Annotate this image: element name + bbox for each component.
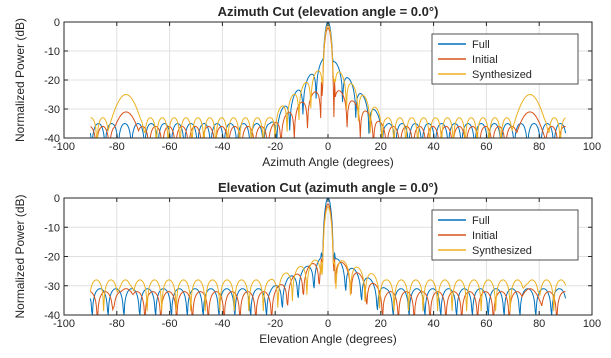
y-tick-label: -40 (44, 133, 60, 145)
x-tick-label: 20 (375, 318, 387, 330)
y-tick-label: -30 (44, 281, 60, 293)
y-tick-label: -30 (44, 104, 60, 116)
series-line-full (89, 22, 567, 138)
legend-label-synthesized: Synthesized (472, 69, 532, 81)
legend-label-initial: Initial (472, 54, 498, 66)
legend: Full Initial Synthesized (431, 209, 579, 261)
y-tick-label: -20 (44, 252, 60, 264)
subplot-elevation: -100 -80 -60 -40 -20 0 20 40 60 80 100-40-30-20-10… (13, 180, 601, 346)
legend-label-full: Full (472, 215, 490, 227)
x-tick-label: 60 (480, 141, 492, 153)
x-axis-label: Elevation Angle (degrees) (259, 332, 396, 346)
x-tick-label: -20 (267, 141, 283, 153)
chart-title: Azimuth Cut (elevation angle = 0.0°) (218, 4, 439, 19)
legend: Full Initial Synthesized (431, 33, 579, 85)
x-axis-label: Azimuth Angle (degrees) (262, 155, 393, 169)
y-tick-label: 0 (54, 17, 60, 29)
x-tick-label: 0 (325, 141, 331, 153)
x-tick-label: 80 (533, 318, 545, 330)
x-tick-label: 40 (427, 318, 439, 330)
x-tick-label: -100 (53, 318, 75, 330)
x-tick-label: -100 (53, 141, 75, 153)
x-tick-label: -20 (267, 318, 283, 330)
x-tick-label: -80 (109, 318, 125, 330)
series-line-full (89, 198, 567, 315)
legend-label-full: Full (472, 39, 490, 51)
x-tick-label: -80 (109, 141, 125, 153)
x-tick-label: -40 (214, 141, 230, 153)
y-tick-label: -10 (44, 222, 60, 234)
y-axis-label: Normalized Power (dB) (13, 18, 27, 142)
x-tick-label: 80 (533, 141, 545, 153)
x-tick-label: -60 (162, 141, 178, 153)
series-line-initial (90, 203, 566, 315)
y-tick-label: 0 (54, 193, 60, 205)
y-tick-label: -40 (44, 310, 60, 322)
series-line-synthesized (89, 206, 567, 312)
x-tick-label: -60 (162, 318, 178, 330)
y-tick-label: -10 (44, 46, 60, 58)
x-tick-label: 60 (480, 318, 492, 330)
x-tick-label: 0 (325, 318, 331, 330)
subplot-azimuth: -100 -80 -60 -40 -20 0 20 40 60 80 100-40-30-20-10… (13, 4, 601, 169)
x-tick-label: 100 (583, 318, 601, 330)
x-tick-label: 100 (583, 141, 601, 153)
x-tick-label: 40 (427, 141, 439, 153)
chart-title: Elevation Cut (azimuth angle = 0.0°) (218, 180, 438, 195)
y-axis-label: Normalized Power (dB) (13, 194, 27, 318)
legend-label-synthesized: Synthesized (472, 245, 532, 257)
x-tick-label: -40 (214, 318, 230, 330)
x-tick-label: 20 (375, 141, 387, 153)
legend-label-initial: Initial (472, 230, 498, 242)
y-tick-label: -20 (44, 75, 60, 87)
